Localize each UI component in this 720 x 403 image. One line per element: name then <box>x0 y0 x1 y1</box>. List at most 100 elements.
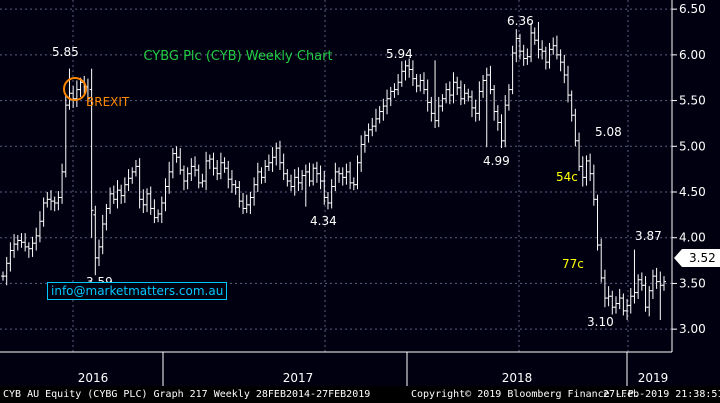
ohlc-bar <box>425 79 430 112</box>
annotation-drop-54c: 54c <box>556 170 578 184</box>
ohlc-bar <box>388 86 393 107</box>
ohlc-bar <box>277 140 282 171</box>
ohlc-bar <box>662 276 666 291</box>
ohlc-bar <box>639 272 644 291</box>
ohlc-bar <box>625 298 630 320</box>
ohlc-bar <box>200 173 205 188</box>
ohlc-bar <box>558 49 563 72</box>
ohlc-bar <box>93 205 98 276</box>
ohlc-bar <box>447 81 452 105</box>
x-tick-label: 2017 <box>283 371 314 385</box>
ohlc-bar <box>410 60 415 86</box>
ohlc-bar <box>211 152 216 176</box>
ohlc-bar <box>314 161 319 183</box>
ohlc-bar <box>340 167 345 186</box>
y-tick-label: 4.50 <box>679 185 706 199</box>
ohlc-bar <box>348 161 353 190</box>
ohlc-bar <box>8 242 13 272</box>
ohlc-bar <box>296 167 301 192</box>
ohlc-bar <box>244 194 249 214</box>
ohlc-bar <box>78 77 83 97</box>
ohlc-bar <box>599 238 604 283</box>
ohlc-bar <box>148 186 153 215</box>
ohlc-bar <box>529 22 534 63</box>
y-tick-label: 5.50 <box>679 94 706 108</box>
ohlc-bar <box>4 256 9 286</box>
ohlc-bar <box>237 181 242 208</box>
ohlc-bar <box>488 65 493 95</box>
ohlc-bar <box>41 197 46 227</box>
ohlc-bar <box>414 74 419 93</box>
ohlc-bar <box>436 96 441 128</box>
ohlc-bar <box>141 189 146 214</box>
ohlc-bar <box>344 163 349 185</box>
ohlc-bar <box>477 81 482 121</box>
ohlc-bar <box>126 169 131 192</box>
ohlc-bar <box>325 192 330 210</box>
ohlc-bar <box>311 163 316 186</box>
ohlc-bar <box>218 152 223 180</box>
ohlc-bar <box>499 114 504 149</box>
ohlc-bar <box>307 162 312 187</box>
ohlc-bar <box>469 90 474 118</box>
ohlc-bar <box>536 21 541 59</box>
ohlc-bar <box>56 191 61 211</box>
annotation-drop-77c: 77c <box>562 257 584 271</box>
ohlc-bar <box>303 164 308 207</box>
ohlc-bar <box>503 95 508 148</box>
ohlc-bar <box>377 106 382 124</box>
ohlc-bar <box>444 83 449 104</box>
ohlc-bar <box>285 169 290 187</box>
ohlc-bar <box>602 269 607 308</box>
ohlc-bar <box>521 44 526 66</box>
ohlc-bar <box>392 83 397 98</box>
ohlc-bar <box>359 135 364 172</box>
ohlc-bar <box>613 296 618 314</box>
x-tick-label: 2018 <box>502 371 533 385</box>
ohlc-bar <box>185 167 190 190</box>
annotation-low-2017: 4.34 <box>310 214 337 228</box>
ohlc-bar <box>122 177 127 203</box>
ohlc-bar <box>196 164 201 189</box>
ohlc-bar <box>318 165 323 190</box>
ohlc-bar <box>15 234 20 251</box>
ohlc-bar <box>606 286 611 307</box>
ohlc-bar <box>506 84 511 111</box>
x-tick-label: 2019 <box>638 371 669 385</box>
ohlc-bar <box>650 269 655 299</box>
ohlc-bar <box>233 180 238 195</box>
ohlc-bar <box>514 29 519 63</box>
chart-title: CYBG Plc (CYB) Weekly Chart <box>143 49 332 64</box>
ohlc-bar <box>133 160 138 177</box>
ohlc-bar <box>421 72 426 95</box>
ohlc-bar <box>418 74 423 92</box>
ohlc-bar <box>385 89 390 115</box>
ohlc-bar <box>355 155 360 190</box>
ohlc-bar <box>484 67 489 148</box>
ohlc-bar <box>337 167 342 183</box>
ohlc-bar <box>193 156 198 177</box>
ohlc-bar <box>329 179 334 209</box>
ohlc-bar <box>97 239 102 267</box>
ohlc-bar <box>49 190 54 211</box>
ohlc-bar <box>222 157 227 173</box>
ohlc-bar <box>52 196 57 212</box>
ohlc-bar <box>229 170 234 193</box>
ohlc-bar <box>451 72 456 104</box>
last-price-marker: 3.52 <box>674 249 720 267</box>
ohlc-bar <box>163 178 168 212</box>
price-bars <box>1 21 666 320</box>
ohlc-bar <box>381 98 386 121</box>
y-tick-label: 6.00 <box>679 48 706 62</box>
y-tick-label: 4.00 <box>679 231 706 245</box>
axes: 3.00 3.50 4.00 4.50 5.00 5.50 6.00 6.50 2016 2017… <box>0 0 706 386</box>
ohlc-bar <box>248 192 253 214</box>
y-tick-label: 5.00 <box>679 139 706 153</box>
ohlc-bar <box>621 293 626 316</box>
ohlc-bar <box>396 74 401 96</box>
ohlc-bar <box>37 211 42 243</box>
ohlc-bar <box>178 148 183 175</box>
ohlc-bar <box>547 42 552 69</box>
ohlc-bar <box>119 184 124 204</box>
ohlc-bar <box>30 236 35 257</box>
